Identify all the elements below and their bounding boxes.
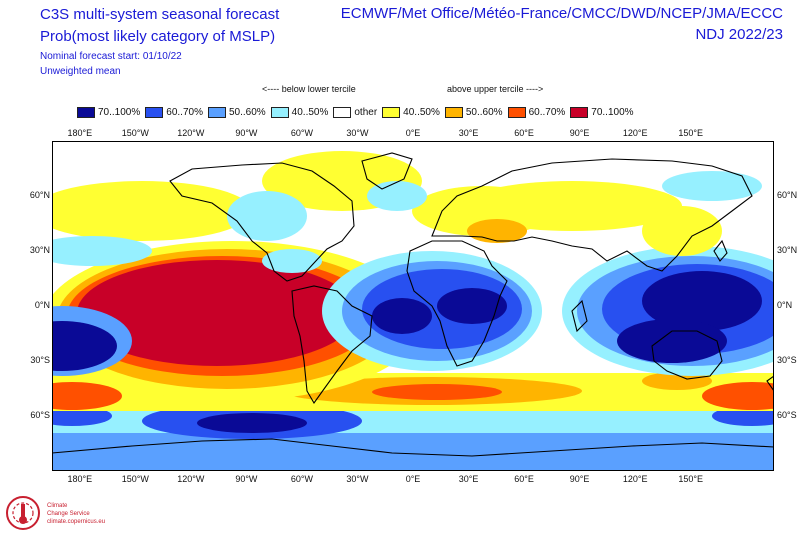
legend-label: 40..50%: [403, 106, 440, 118]
longitude-label: 120°W: [177, 128, 205, 138]
longitude-label: 180°E: [67, 128, 93, 138]
legend-label: 40..50%: [291, 106, 329, 118]
longitude-label: 90°E: [569, 128, 590, 138]
longitude-label: 30°E: [458, 474, 479, 484]
legend-item: 40..50%: [270, 106, 329, 118]
longitude-label: 150°W: [121, 474, 149, 484]
latitude-label: 60°N: [777, 190, 798, 200]
logo-text-line-1: Climate: [47, 503, 68, 509]
season-label: NDJ 2022/23: [695, 26, 783, 43]
legend-label: 60..70%: [528, 106, 566, 118]
latitude-label: 30°N: [29, 245, 50, 255]
legend-swatch: [507, 106, 526, 118]
latitude-label: 60°S: [777, 410, 797, 420]
longitude-label: 30°W: [346, 474, 369, 484]
legend-item: other: [333, 106, 378, 118]
coastlines: [52, 152, 774, 457]
legend-swatch: [333, 106, 352, 118]
longitude-label: 120°E: [622, 474, 648, 484]
legend: 70..100% 60..70% 50..60% 40..50% other 40..50…: [77, 104, 639, 120]
longitude-label: 180°E: [67, 474, 93, 484]
longitude-label: 150°W: [121, 128, 149, 138]
probability-field: [52, 151, 774, 471]
latitude-label: 30°N: [777, 245, 798, 255]
legend-swatch: [145, 106, 164, 118]
latitude-label: 60°S: [30, 410, 50, 420]
legend-swatch: [207, 106, 226, 118]
legend-item: 40..50%: [382, 106, 440, 118]
longitude-label: 120°E: [622, 128, 648, 138]
latitude-label: 60°N: [29, 190, 50, 200]
latitude-label: 30°S: [30, 355, 50, 365]
legend-item: 50..60%: [444, 106, 503, 118]
legend-item: 70..100%: [77, 106, 141, 118]
legend-item: 60..70%: [507, 106, 566, 118]
legend-swatch: [444, 106, 463, 118]
longitude-label: 90°E: [569, 474, 590, 484]
legend-swatch: [382, 106, 401, 118]
below-tercile-label: <---- below lower tercile: [262, 84, 356, 94]
legend-label: 50..60%: [465, 106, 503, 118]
logo-text: Climate Change Service climate.copernicu…: [47, 502, 105, 526]
longitude-label: 60°E: [514, 128, 534, 138]
longitude-label: 60°E: [514, 474, 534, 484]
legend-swatch: [570, 106, 589, 118]
weighting-label: Unweighted mean: [40, 66, 121, 77]
title-line-2: Prob(most likely category of MSLP): [40, 28, 276, 45]
providers-label: ECMWF/Met Office/Météo-France/CMCC/DWD/N…: [340, 5, 783, 22]
longitude-label: 30°W: [346, 128, 369, 138]
legend-label: 60..70%: [166, 106, 203, 118]
legend-swatch: [77, 106, 95, 118]
legend-label: 70..100%: [591, 106, 634, 118]
latitude-label: 30°S: [777, 355, 797, 365]
forecast-start-label: Nominal forecast start: 01/10/22: [40, 51, 182, 62]
longitude-label: 30°E: [458, 128, 479, 138]
probability-map: [52, 141, 774, 471]
longitude-label: 90°W: [235, 128, 258, 138]
longitude-label: 150°E: [678, 474, 703, 484]
legend-label: 50..60%: [228, 106, 266, 118]
legend-item: 70..100%: [570, 106, 634, 118]
legend-item: 60..70%: [145, 106, 203, 118]
latitude-label: 0°N: [34, 300, 50, 310]
longitude-label: 60°W: [290, 128, 313, 138]
longitude-label: 120°W: [177, 474, 205, 484]
legend-label: other: [354, 106, 378, 118]
title-line-1: C3S multi-system seasonal forecast: [40, 6, 280, 23]
longitude-label: 60°W: [290, 474, 313, 484]
legend-swatch: [270, 106, 289, 118]
legend-label: 70..100%: [98, 106, 141, 118]
above-tercile-label: above upper tercile ---->: [447, 84, 544, 94]
longitude-label: 0°E: [405, 474, 421, 484]
longitude-label: 90°W: [235, 474, 258, 484]
longitude-label: 150°E: [678, 128, 703, 138]
copernicus-logo: [6, 496, 40, 530]
longitude-label: 0°E: [405, 128, 421, 138]
map-frame: [52, 141, 774, 471]
legend-item: 50..60%: [207, 106, 266, 118]
latitude-label: 0°N: [777, 300, 793, 310]
logo-text-line-3: climate.copernicus.eu: [47, 519, 106, 525]
logo-text-line-2: Change Service: [47, 511, 90, 517]
